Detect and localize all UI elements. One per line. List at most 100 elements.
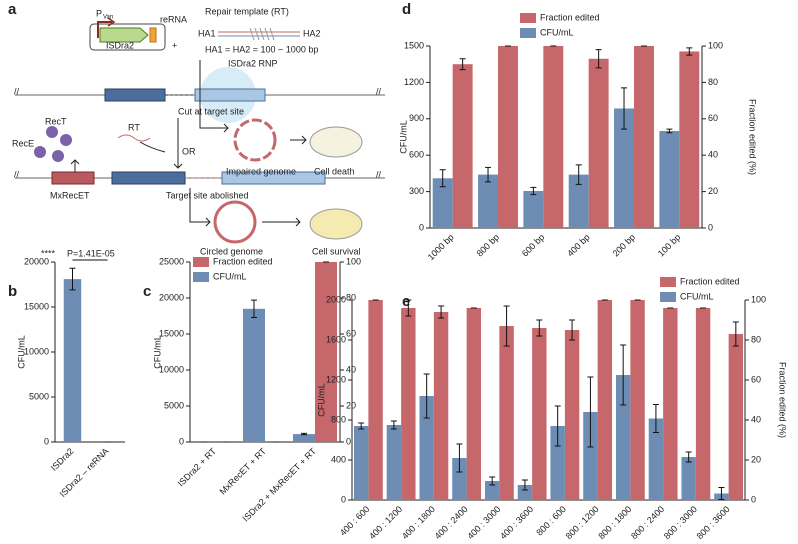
bar xyxy=(568,174,589,228)
error-bar xyxy=(438,305,445,319)
error-bar xyxy=(620,344,627,406)
bar xyxy=(499,326,514,500)
x-tick-label: 800 bp xyxy=(475,232,502,259)
bar xyxy=(386,425,402,500)
legend-label: CFU/mL xyxy=(213,271,247,281)
error-bar xyxy=(358,422,365,430)
legend-label: Fraction edited xyxy=(213,256,273,266)
tick-label: 5000 xyxy=(164,400,184,410)
bar xyxy=(433,312,449,500)
diagram xyxy=(15,17,385,244)
bar xyxy=(679,51,700,229)
tick-label: 800 xyxy=(331,414,346,424)
label: Repair template (RT) xyxy=(205,6,289,16)
tick-label: 0 xyxy=(419,222,424,232)
tick-label: 10000 xyxy=(159,364,184,374)
tick-label: 0 xyxy=(341,494,346,504)
bar xyxy=(478,174,498,228)
x-tick-label: 800 : 1200 xyxy=(564,504,601,541)
x-tick-label: 1000 bp xyxy=(426,232,456,262)
error-bar xyxy=(485,166,492,183)
panel-label: a xyxy=(8,1,17,18)
label: RecT xyxy=(45,116,67,126)
tick-label: 20000 xyxy=(159,292,184,302)
x-tick-label: ISDra2 + RT xyxy=(176,446,219,489)
tick-label: 1600 xyxy=(326,334,346,344)
bar xyxy=(663,308,678,500)
error-bar xyxy=(251,299,257,318)
tick-label: 25000 xyxy=(159,256,184,266)
bar xyxy=(353,426,369,500)
tick-label: 15000 xyxy=(24,301,49,311)
label: RT xyxy=(128,122,140,132)
bar xyxy=(695,308,711,500)
bar xyxy=(597,300,613,500)
error-bar xyxy=(489,476,496,486)
bar xyxy=(523,190,544,228)
bar xyxy=(648,418,664,500)
bar xyxy=(484,481,500,500)
x-tick-label: 400 : 3600 xyxy=(498,504,535,541)
label: HA1 xyxy=(198,28,216,38)
legend-label: CFU/mL xyxy=(540,27,574,37)
tick-label: 0 xyxy=(179,436,184,446)
tick-label: 0 xyxy=(708,222,713,232)
bar xyxy=(532,328,547,500)
error-bar xyxy=(456,443,463,473)
error-bar xyxy=(405,299,412,317)
bar xyxy=(243,308,265,442)
tick-label: 80 xyxy=(708,77,718,87)
error-bar xyxy=(521,479,528,491)
legend-label: Fraction edited xyxy=(540,12,600,22)
legend-label: CFU/mL xyxy=(680,291,714,301)
tick-label: 10000 xyxy=(24,346,49,356)
error-bar xyxy=(732,321,739,347)
y2-axis-label: Fraction edited (%) xyxy=(778,362,788,438)
legend-swatch xyxy=(660,292,676,302)
axis xyxy=(351,300,746,501)
y2-axis-label: Fraction edited (%) xyxy=(748,99,758,175)
error-bar xyxy=(575,164,582,185)
tick-label: 400 xyxy=(331,454,346,464)
bar xyxy=(315,262,337,442)
error-bar xyxy=(390,420,397,430)
tick-label: 300 xyxy=(409,186,424,196)
bar xyxy=(634,46,654,228)
x-tick-label: 800 : 1800 xyxy=(596,504,633,541)
label: Van xyxy=(103,15,113,21)
bar xyxy=(368,300,383,500)
bar xyxy=(419,396,434,500)
error-bar xyxy=(554,405,561,447)
break-mark: // xyxy=(14,86,20,96)
x-tick-label: 400 : 1800 xyxy=(400,504,437,541)
error-bar xyxy=(685,451,692,463)
error-bar xyxy=(503,305,510,347)
tick-label: 0 xyxy=(346,436,351,446)
bar xyxy=(401,308,416,500)
label: Cell death xyxy=(314,166,355,176)
x-tick-label: 800 : 600 xyxy=(534,504,568,538)
error-bar xyxy=(621,87,628,130)
error-bar xyxy=(569,319,576,341)
break-mark: // xyxy=(376,169,382,179)
break-mark: // xyxy=(14,169,20,179)
label: ISDra2 xyxy=(106,40,134,50)
tick-label: 0 xyxy=(751,494,756,504)
label: HA1 = HA2 = 100 ~ 1000 bp xyxy=(205,44,318,54)
label: Cell survival xyxy=(312,246,361,256)
x-tick-label: MxRecET + RT xyxy=(218,446,269,497)
tick-label: 60 xyxy=(751,374,761,384)
legend-swatch xyxy=(520,28,536,38)
annotation: P=1.41E-05 xyxy=(67,248,115,258)
label: reRNA xyxy=(160,14,187,24)
tick-label: 40 xyxy=(708,150,718,160)
x-tick-label: ISDra2 xyxy=(49,446,76,473)
label: P xyxy=(96,8,102,18)
tick-label: 900 xyxy=(409,113,424,123)
tick-label: 15000 xyxy=(159,328,184,338)
error-bar xyxy=(666,128,673,134)
tick-label: 20 xyxy=(708,186,718,196)
bar xyxy=(630,300,645,500)
error-bar xyxy=(536,319,543,337)
bar xyxy=(452,64,473,228)
